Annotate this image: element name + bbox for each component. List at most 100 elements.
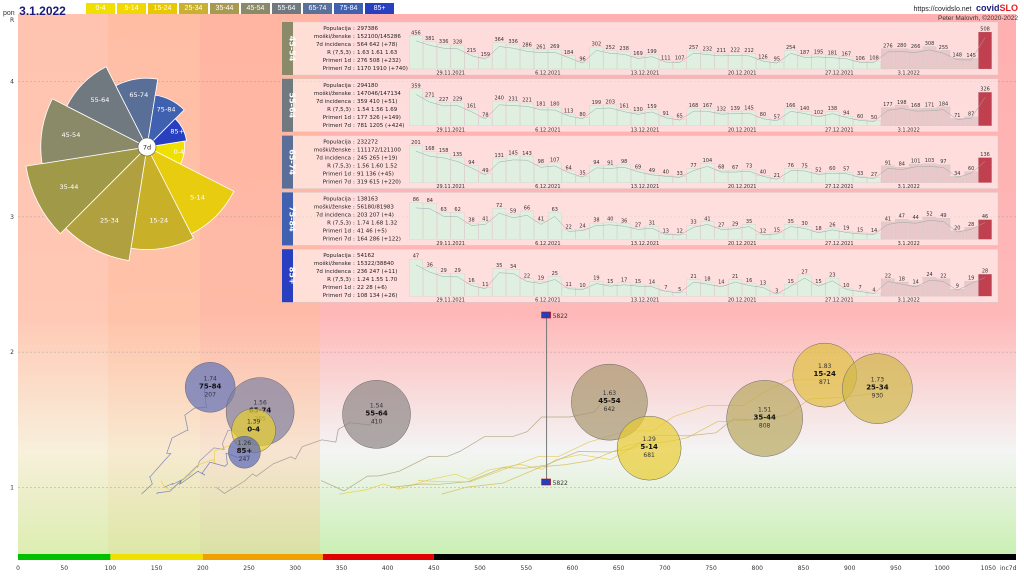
x-tick-650: 650 [613, 565, 625, 572]
panel-75-84-bar-label-11: 22 [565, 224, 571, 230]
panel-65-74-bar-18 [659, 175, 673, 183]
panel-65-74-value-4: 91 136 (+45) [357, 172, 394, 178]
panel-45-54-bar-label-24: 212 [744, 48, 754, 54]
panel-75-84-value-5: 164 286 (+122) [357, 236, 401, 242]
panel-55-64-bar-label-3: 229 [453, 97, 463, 103]
panel-65-74-bar-26 [770, 178, 784, 183]
panel-65-74-bar-31 [839, 172, 853, 183]
rose-slice-25-34 [65, 145, 148, 262]
panel-55-64-value-4: 177 326 (+149) [357, 115, 401, 121]
panel-75-84-bar-29 [811, 231, 826, 240]
panel-85+-bar-label-37: 24 [926, 272, 932, 278]
panel-75-84-bar-25 [756, 234, 770, 240]
panel-85+-bar-label-2: 29 [441, 268, 447, 274]
age-button-35-44[interactable]: 35-44 [210, 3, 239, 14]
panel-tab-85+ [282, 249, 293, 303]
panel-45-54-date-5: 3.1.2022 [898, 71, 920, 77]
panel-45-54-value-0: 297386 [357, 26, 378, 32]
panel-75-84-bar-16 [631, 227, 645, 240]
bubble-label-55-64: 55-64 [365, 409, 388, 417]
header-date: pon 3.1.2022 [3, 2, 66, 20]
panel-55-64-value-5: 781 1205 (+424) [357, 123, 404, 129]
panel-85+-label-2: 7d incidenca [316, 269, 351, 275]
x-tick-200: 200 [197, 565, 209, 572]
panel-55-64-bar-30 [825, 111, 840, 126]
panel-75-84-bar-label-5: 41 [482, 216, 488, 222]
panel-55-64-bar-2 [436, 102, 451, 126]
panel-65-74-bar-label-0: 201 [411, 140, 421, 146]
panel-45-54-bar-label-40: 145 [966, 53, 976, 59]
panel-45-54-bar-label-16: 169 [633, 51, 643, 57]
x-tick-850: 850 [798, 565, 810, 572]
panel-85+-bar-15 [617, 282, 631, 297]
panel-45-54-bar-label-1: 381 [425, 36, 435, 42]
panel-55-64-bar-20 [686, 108, 701, 126]
panel-85+-colon-1: : [353, 261, 355, 267]
age-button-55-64[interactable]: 55-64 [272, 3, 301, 14]
panel-45-54-bar-label-20: 257 [689, 45, 699, 51]
bubble-label-5-14: 5-14 [640, 443, 658, 451]
panel-55-64-bar-0 [409, 88, 423, 126]
age-button-bar: 0-4 5-14 15-24 25-34 35-44 45-54 55-64 65-74 75-… [86, 3, 394, 14]
panel-75-84-bar-4 [464, 222, 479, 240]
panel-75-84-bar-label-25: 12 [760, 229, 766, 235]
age-button-65-74[interactable]: 65-74 [303, 3, 332, 14]
panel-45-54-bar-25 [756, 59, 770, 70]
panel-75-84-bar-6 [492, 208, 506, 240]
y-tick-1: 1 [10, 484, 14, 491]
panel-85+-bar-label-29: 15 [815, 279, 821, 285]
panel-55-64-colon-5: : [353, 123, 355, 129]
age-button-25-34[interactable]: 25-34 [179, 3, 208, 14]
panel-55-64-bar-label-1: 271 [425, 92, 435, 98]
panel-55-64-bar-27 [783, 108, 798, 126]
age-button-15-24[interactable]: 15-24 [148, 3, 177, 14]
panel-65-74-colon-0: : [353, 140, 355, 146]
panel-55-64-bar-label-19: 65 [676, 114, 682, 120]
panel-55-64-label-1: moški/ženske [314, 90, 352, 97]
panel-55-64-bar-38 [936, 106, 951, 126]
panel-75-84-bar-label-3: 62 [454, 207, 460, 213]
age-button-0-4[interactable]: 0-4 [86, 3, 115, 14]
zone-3 [322, 554, 434, 560]
panel-75-84-label-0: Populacija [323, 196, 351, 202]
author-credit: Peter Malovrh, ©2020-2022 [938, 15, 1018, 22]
panel-55-64-bar-22 [714, 112, 729, 126]
panel-85+-bar-label-25: 13 [760, 280, 766, 286]
panel-75-84-bar-label-2: 63 [441, 207, 447, 213]
panel-65-74-bar-label-33: 27 [871, 172, 877, 178]
bubble-inc-85+: 247 [239, 456, 251, 463]
x-tick-750: 750 [705, 565, 717, 572]
age-button-5-14[interactable]: 5-14 [117, 3, 146, 14]
site-url[interactable]: https://covidslo.net [913, 6, 972, 13]
panel-45-54-date-3: 20.12.2021 [728, 71, 757, 77]
panel-65-74-value-0: 232272 [357, 140, 378, 146]
panel-55-64-bar-16 [631, 112, 645, 126]
panel-65-74-bar-19 [672, 176, 687, 183]
panel-65-74-bar-0 [409, 145, 423, 183]
panel-55-64-bar-label-7: 231 [508, 96, 518, 102]
panel-45-54-bar-label-14: 252 [606, 45, 616, 51]
panel-85+-bar-label-32: 7 [859, 285, 862, 291]
bubble-r-5-14: 1.29 [642, 436, 656, 443]
panel-85+-bar-1 [423, 267, 437, 297]
age-button-45-54[interactable]: 45-54 [241, 3, 270, 14]
panel-85+-date-3: 20.12.2021 [728, 298, 757, 304]
age-button-75-84[interactable]: 75-84 [334, 3, 363, 14]
rose-label-35-44: 35-44 [59, 183, 78, 191]
panel-75-84-bar-1 [423, 203, 437, 240]
panel-45-54-bar-31 [839, 56, 853, 70]
panel-85+-bar-label-9: 19 [538, 276, 544, 282]
panel-65-74-bar-38 [936, 164, 951, 183]
panel-65-74-bar-label-13: 94 [593, 160, 599, 166]
panel-55-64-bar-label-40: 87 [968, 111, 974, 117]
x-tick-100: 100 [105, 565, 117, 572]
bubbles: 1.7475-842071.5665-742651.390-41.2685+24… [184, 342, 913, 481]
panel-65-74-bar-39 [950, 176, 965, 183]
panel-65-74-colon-2: : [353, 156, 355, 162]
panel-65-74-bar-22 [714, 169, 729, 183]
x-tick-150: 150 [151, 565, 163, 572]
age-button-85+[interactable]: 85+ [365, 3, 394, 14]
x-tick-950: 950 [890, 565, 902, 572]
panel-65-74-bar-6 [492, 158, 506, 183]
panel-55-64-bar-label-39: 71 [954, 113, 960, 119]
